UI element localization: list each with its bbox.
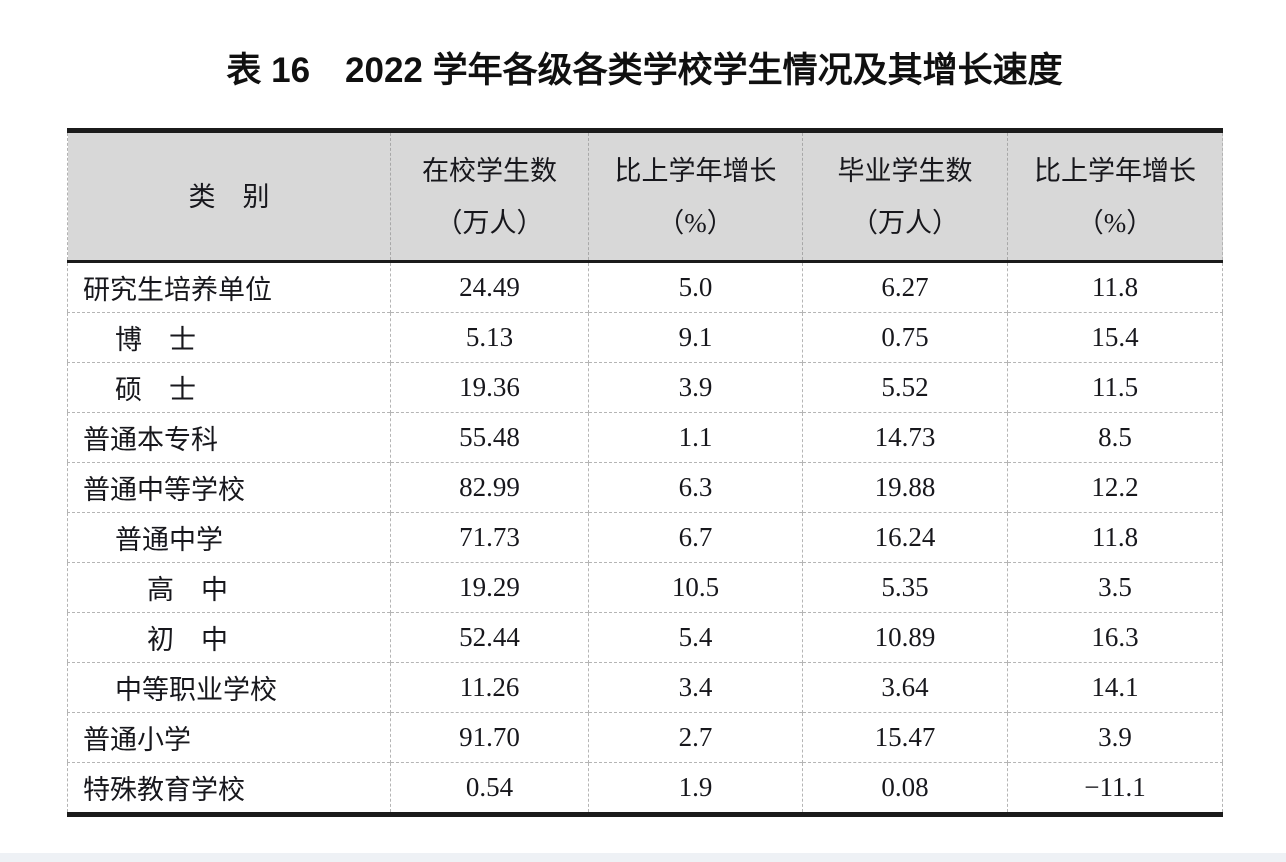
column-header-graduates: 毕业学生数 （万人）	[802, 130, 1008, 263]
value-cell: 11.8	[1007, 512, 1223, 563]
column-header-label: 类 别	[188, 181, 270, 212]
value-cell: 52.44	[390, 612, 589, 663]
value-cell: 2.7	[588, 712, 803, 763]
table-row: 初 中 52.44 5.4 10.89 16.3	[67, 612, 1223, 663]
value-cell: 11.8	[1091, 272, 1139, 302]
value-cell: 9.1	[588, 312, 803, 363]
table-row: 普通小学 91.70 2.7 15.47 3.9	[67, 712, 1223, 763]
value-cell: 16.24	[802, 512, 1008, 563]
row-label: 特殊教育学校	[67, 762, 391, 815]
value-cell: 82.99	[390, 462, 589, 513]
table-row: 特殊教育学校 0.54 1.9 0.08 −11.1	[67, 762, 1223, 815]
value-cell: 10.89	[802, 612, 1008, 663]
column-header-unit: （%）	[657, 207, 734, 238]
value-cell: 5.35	[802, 562, 1008, 613]
value-cell: 12.2	[1007, 462, 1223, 513]
value-cell: 11.5	[1007, 362, 1223, 413]
value-cell: 14.73	[802, 412, 1008, 463]
column-header-graduates-growth: 比上学年增长 （%）	[1007, 130, 1223, 263]
row-label: 普通中等学校	[67, 462, 391, 513]
value-cell: 1.1	[588, 412, 803, 463]
value-cell: 3.64	[802, 662, 1008, 713]
header-row: 类 别 在校学生数 （万人） 比上学年增长 （%） 毕业学生数 （万人） 比上学…	[67, 130, 1223, 263]
table-row: 普通本专科 55.48 1.1 14.73 8.5	[67, 412, 1223, 463]
column-header-enrolled: 在校学生数 （万人）	[390, 130, 589, 263]
value-cell: 19.36	[390, 362, 589, 413]
value-cell: 6.7	[588, 512, 803, 563]
student-statistics-table: 类 别 在校学生数 （万人） 比上学年增长 （%） 毕业学生数 （万人） 比上学…	[67, 128, 1223, 817]
table-row: 中等职业学校 11.26 3.4 3.64 14.1	[67, 662, 1223, 713]
value-cell: 5.52	[802, 362, 1008, 413]
value-cell: 1.9	[588, 762, 803, 815]
value-cell: 6.3	[588, 462, 803, 513]
row-label: 硕 士	[67, 362, 391, 413]
row-label: 研究生培养单位	[67, 261, 391, 313]
value-cell: −11.1	[1007, 762, 1223, 815]
value-cell: 3.9	[588, 362, 803, 413]
table-row: 博 士 5.13 9.1 0.75 15.4	[67, 312, 1223, 363]
value-cell: 16.3	[1007, 612, 1223, 663]
table-row: 普通中等学校 82.99 6.3 19.88 12.2	[67, 462, 1223, 513]
table-body: 研究生培养单位 24.49 5.0 6.27 11.8 博 士 5.13 9.1…	[67, 261, 1223, 815]
value-cell: 0.08	[802, 762, 1008, 815]
value-cell: 15.47	[802, 712, 1008, 763]
value-cell: 55.48	[390, 412, 589, 463]
row-label: 普通小学	[67, 712, 391, 763]
value-cell: 3.9	[1007, 712, 1223, 763]
value-cell: 0.75	[802, 312, 1008, 363]
screenshot-bottom-edge	[0, 853, 1286, 862]
value-cell: 5.4	[588, 612, 803, 663]
table-header: 类 别 在校学生数 （万人） 比上学年增长 （%） 毕业学生数 （万人） 比上学…	[67, 130, 1223, 263]
row-label: 普通中学	[67, 512, 391, 563]
column-header-enrolled-growth: 比上学年增长 （%）	[588, 130, 803, 263]
row-label: 中等职业学校	[67, 662, 391, 713]
column-header-category: 类 别	[67, 130, 391, 263]
value-cell: 3.5	[1007, 562, 1223, 613]
value-cell: 19.88	[802, 462, 1008, 513]
column-header-label: 比上学年增长	[614, 155, 777, 186]
value-cell: 10.5	[588, 562, 803, 613]
value-cell: 24.49	[390, 261, 589, 313]
column-header-label: 毕业学生数	[837, 155, 973, 186]
value-cell: 71.73	[390, 512, 589, 563]
value-cell: 11.26	[390, 662, 589, 713]
value-cell: 0.54	[390, 762, 589, 815]
value-cell: 5.0	[588, 261, 803, 313]
row-label: 高 中	[67, 562, 391, 613]
column-header-label: 比上学年增长	[1034, 155, 1196, 186]
row-label: 普通本专科	[67, 412, 391, 463]
value-cell: 6.27	[802, 261, 1008, 313]
value-cell: 14.1	[1007, 662, 1223, 713]
value-cell: 8.5	[1007, 412, 1223, 463]
table-row: 硕 士 19.36 3.9 5.52 11.5	[67, 362, 1223, 413]
value-cell: 3.4	[588, 662, 803, 713]
page-title: 表 16 2022 学年各级各类学校学生情况及其增长速度	[226, 51, 1063, 90]
column-header-label: 在校学生数	[422, 155, 557, 186]
column-header-unit: （万人）	[851, 207, 959, 238]
row-label: 初 中	[67, 612, 391, 663]
value-cell: 5.13	[390, 312, 589, 363]
table-row: 普通中学 71.73 6.7 16.24 11.8	[67, 512, 1223, 563]
value-cell: 15.4	[1007, 312, 1223, 363]
table-row: 高 中 19.29 10.5 5.35 3.5	[67, 562, 1223, 613]
column-header-unit: （万人）	[435, 207, 544, 238]
value-cell: 91.70	[390, 712, 589, 763]
value-cell: 19.29	[390, 562, 589, 613]
table-row: 研究生培养单位 24.49 5.0 6.27 11.8	[67, 261, 1223, 313]
row-label: 博 士	[67, 312, 391, 363]
column-header-unit: （%）	[1076, 207, 1154, 238]
